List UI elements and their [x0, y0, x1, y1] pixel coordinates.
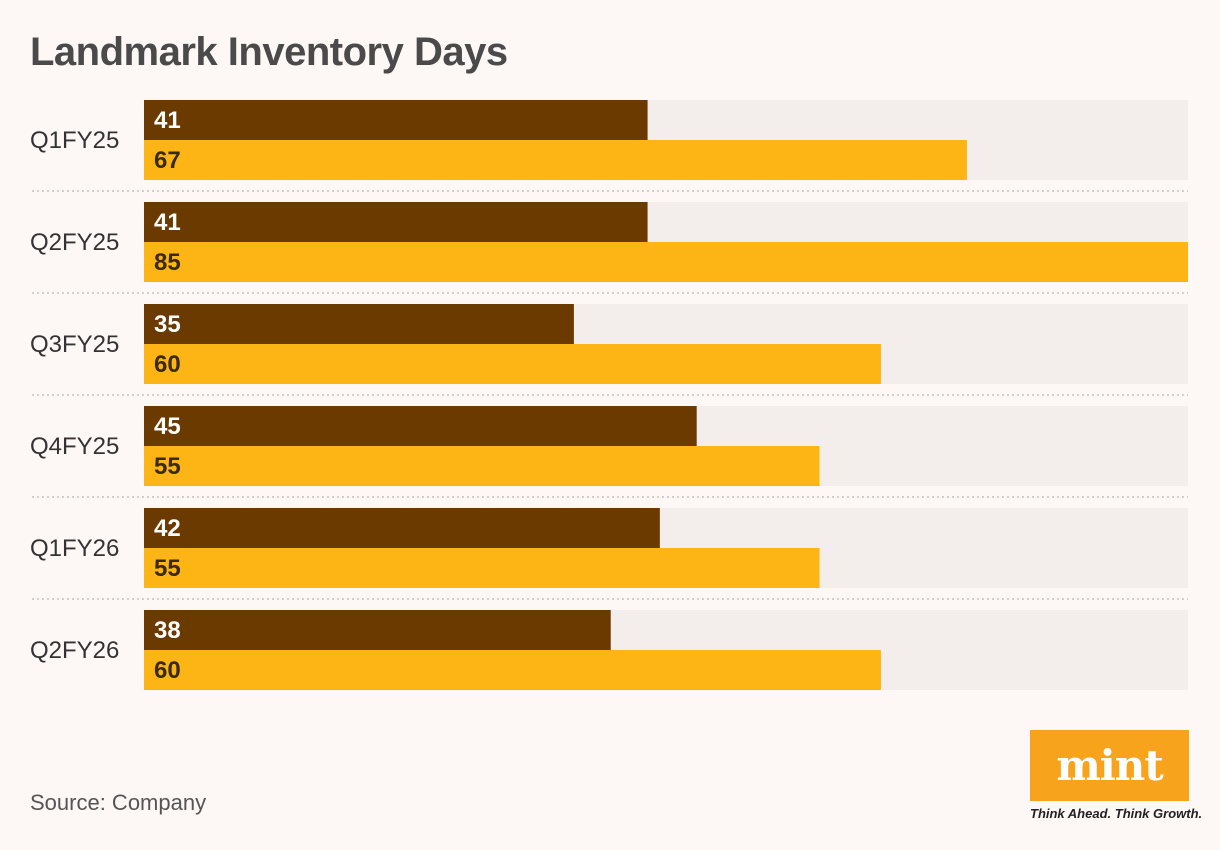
data-label: 55 — [154, 453, 181, 480]
data-label: 41 — [154, 209, 181, 236]
data-label: 67 — [154, 147, 181, 174]
category-label: Q3FY25 — [30, 331, 119, 358]
bar-dark — [144, 610, 611, 650]
data-label: 60 — [154, 657, 181, 684]
bar-dark — [144, 508, 660, 548]
category-label: Q1FY25 — [30, 127, 119, 154]
data-label: 38 — [154, 617, 181, 644]
category-label: Q2FY25 — [30, 229, 119, 256]
data-label: 55 — [154, 555, 181, 582]
data-label: 35 — [154, 311, 181, 338]
bar-light — [144, 344, 881, 384]
bar-dark — [144, 202, 648, 242]
logo-tagline: Think Ahead. Think Growth. — [1030, 806, 1203, 821]
category-label: Q2FY26 — [30, 637, 119, 664]
bar-dark — [144, 304, 574, 344]
bar-dark — [144, 406, 697, 446]
data-label: 60 — [154, 351, 181, 378]
mint-logo: mint — [1030, 730, 1189, 801]
data-label: 42 — [154, 515, 181, 542]
bar-chart: Q1FY25 41 67 Q2FY25 41 85 Q3FY25 35 60 Q4FY25 45 55… — [30, 100, 1188, 690]
data-label: 41 — [154, 107, 181, 134]
bar-light — [144, 446, 820, 486]
data-label: 85 — [154, 249, 181, 276]
logo-wordmark: mint — [1056, 741, 1163, 790]
bar-light — [144, 140, 967, 180]
bar-dark — [144, 100, 648, 140]
bar-light — [144, 242, 1188, 282]
chart-title: Landmark Inventory Days — [30, 30, 508, 74]
bar-light — [144, 650, 881, 690]
data-label: 45 — [154, 413, 181, 440]
bar-light — [144, 548, 820, 588]
category-label: Q1FY26 — [30, 535, 119, 562]
source-note: Source: Company — [30, 790, 207, 815]
category-label: Q4FY25 — [30, 433, 119, 460]
